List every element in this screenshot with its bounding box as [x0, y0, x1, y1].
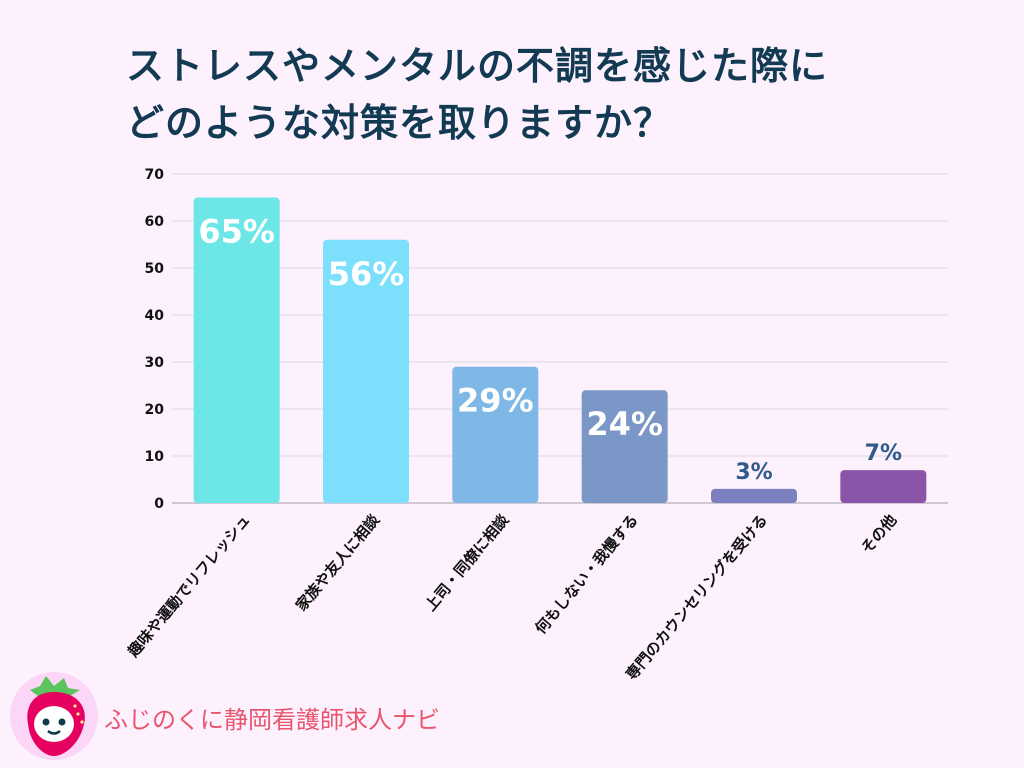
chart-title: ストレスやメンタルの不調を感じた際に どのような対策を取りますか？: [126, 38, 828, 152]
x-tick-label: 上司・同僚に相談: [421, 510, 513, 614]
data-label: 65%: [198, 213, 275, 251]
x-tick-label: 趣味や運動でリフレッシュ: [124, 511, 254, 661]
y-tick-label: 10: [145, 449, 165, 465]
data-label: 7%: [865, 441, 902, 466]
data-label: 3%: [735, 460, 772, 485]
x-tick-label: 家族や友人に相談: [292, 510, 384, 614]
y-tick-label: 30: [145, 355, 165, 371]
y-tick-label: 40: [145, 308, 165, 324]
bar: [581, 390, 668, 503]
y-tick-label: 60: [145, 214, 165, 230]
title-line-1: ストレスやメンタルの不調を感じた際に: [126, 44, 829, 88]
bar: [711, 488, 797, 503]
y-tick-label: 0: [154, 496, 164, 512]
y-tick-label: 20: [145, 402, 165, 418]
bar: [840, 470, 927, 503]
x-tick-label: 専門のカウンセリングを受ける: [622, 511, 771, 683]
bar: [193, 197, 280, 503]
x-tick-label: その他: [858, 511, 901, 557]
strawberry-logo-icon: [10, 672, 98, 760]
y-tick-label: 70: [145, 167, 165, 183]
data-label: 56%: [328, 255, 405, 293]
x-tick-label: 何もしない・我慢する: [532, 511, 642, 637]
brand-name: ふじのくに静岡看護師求人ナビ: [104, 706, 440, 734]
bar: [323, 239, 409, 504]
y-tick-label: 50: [145, 261, 165, 277]
data-label: 24%: [586, 405, 663, 443]
title-line-2: どのような対策を取りますか？: [126, 101, 673, 145]
data-label: 29%: [457, 382, 534, 420]
bar: [452, 366, 539, 503]
